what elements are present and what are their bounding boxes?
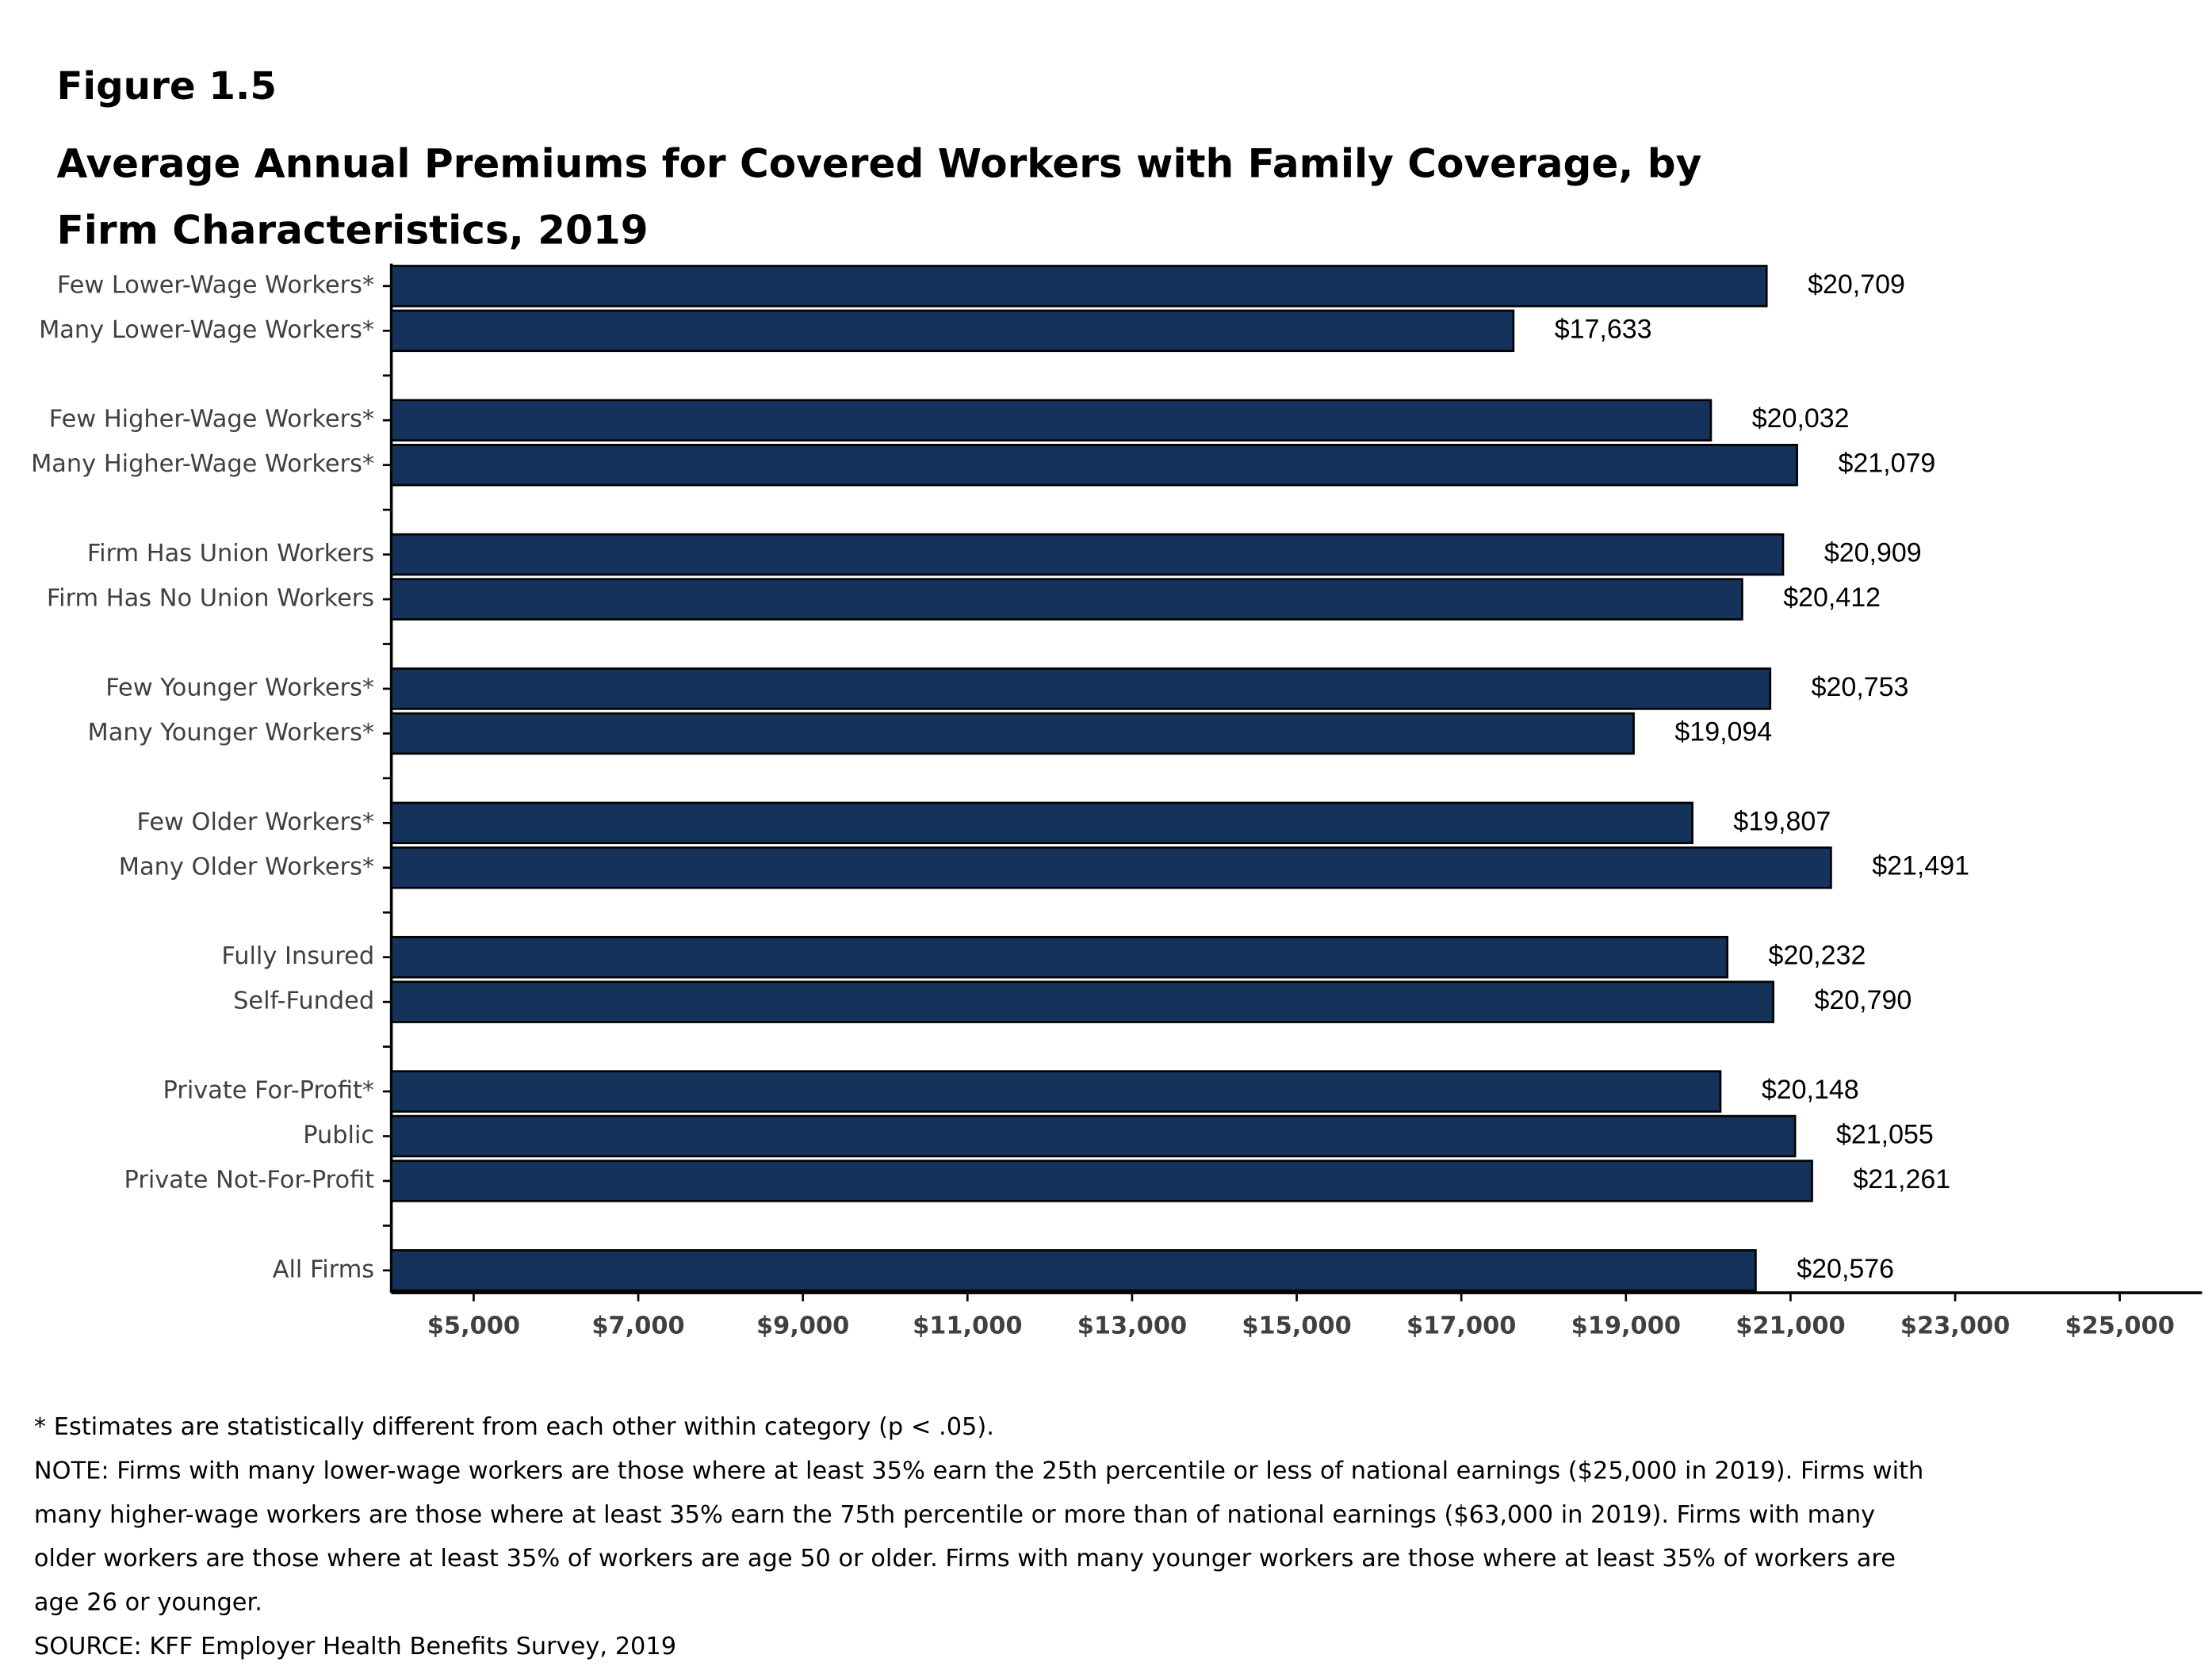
bar <box>390 309 1515 353</box>
bar <box>390 980 1774 1023</box>
value-label: $20,909 <box>1824 538 1922 568</box>
y-tick-label: Many Higher-Wage Workers* <box>31 450 374 478</box>
y-tick-label: All Firms <box>273 1255 374 1283</box>
x-tick-label: $5,000 <box>427 1312 520 1339</box>
bar <box>390 578 1743 621</box>
y-tick-label: Self-Funded <box>233 988 374 1015</box>
value-label: $21,491 <box>1872 851 1969 881</box>
y-tick-label: Many Older Workers* <box>119 853 374 881</box>
value-label: $20,232 <box>1769 941 1866 971</box>
y-tick-label: Private Not-For-Profit <box>124 1166 375 1194</box>
value-label: $21,261 <box>1853 1164 1950 1194</box>
value-label: $20,412 <box>1783 583 1881 613</box>
source: SOURCE: KFF Employer Health Benefits Sur… <box>33 1633 677 1662</box>
value-label: $17,633 <box>1555 314 1652 344</box>
y-tick-label: Many Younger Workers* <box>88 719 375 747</box>
bar <box>390 265 1768 308</box>
x-tick-label: $11,000 <box>913 1312 1022 1339</box>
value-label: $20,709 <box>1808 269 1905 300</box>
bar <box>390 1114 1797 1158</box>
x-tick-label: $7,000 <box>591 1312 684 1339</box>
value-label: $20,753 <box>1812 672 1909 702</box>
bar <box>390 712 1635 755</box>
y-tick-label: Few Lower-Wage Workers* <box>57 271 374 299</box>
value-label: $20,148 <box>1762 1075 1859 1105</box>
value-label: $20,790 <box>1814 985 1912 1015</box>
bar <box>390 533 1785 576</box>
value-label: $20,032 <box>1752 403 1850 434</box>
x-tick-label: $19,000 <box>1571 1312 1681 1339</box>
y-tick-label: Private For-Profit* <box>163 1077 375 1105</box>
y-tick-label: Few Higher-Wage Workers* <box>49 406 374 434</box>
bar <box>390 1160 1813 1202</box>
x-tick-label: $15,000 <box>1242 1312 1351 1339</box>
value-label: $20,576 <box>1797 1254 1894 1284</box>
value-label: $19,807 <box>1733 806 1831 836</box>
bar <box>390 846 1832 889</box>
x-tick-label: $13,000 <box>1077 1312 1187 1339</box>
bar <box>390 1249 1757 1292</box>
x-tick-label: $21,000 <box>1736 1312 1845 1339</box>
footnote: * Estimates are statistically different … <box>33 1413 994 1442</box>
bar <box>390 801 1693 845</box>
y-tick-label: Firm Has No Union Workers <box>47 585 374 613</box>
bar <box>390 443 1798 487</box>
chart-title: Average Annual Premiums for Covered Work… <box>56 140 1702 254</box>
x-tick-label: $9,000 <box>756 1312 849 1339</box>
x-tick-label: $17,000 <box>1406 1312 1516 1339</box>
y-tick-label: Fully Insured <box>221 942 374 970</box>
value-label: $21,055 <box>1836 1119 1934 1149</box>
figure-label: Figure 1.5 <box>56 65 277 109</box>
y-tick-label: Many Lower-Wage Workers* <box>39 316 374 344</box>
y-tick-label: Few Older Workers* <box>137 808 375 836</box>
note: NOTE: Firms with many lower-wage workers… <box>33 1457 1924 1618</box>
y-tick-label: Firm Has Union Workers <box>87 540 374 567</box>
value-label: $19,094 <box>1674 717 1772 747</box>
x-tick-label: $25,000 <box>2065 1312 2174 1339</box>
value-label: $21,079 <box>1838 449 1935 479</box>
bar <box>390 667 1772 710</box>
bar <box>390 399 1713 441</box>
x-tick-label: $23,000 <box>1900 1312 2010 1339</box>
y-tick-label: Public <box>303 1122 374 1149</box>
bar <box>390 935 1729 979</box>
y-tick-label: Few Younger Workers* <box>105 674 374 701</box>
bar <box>390 1070 1722 1113</box>
